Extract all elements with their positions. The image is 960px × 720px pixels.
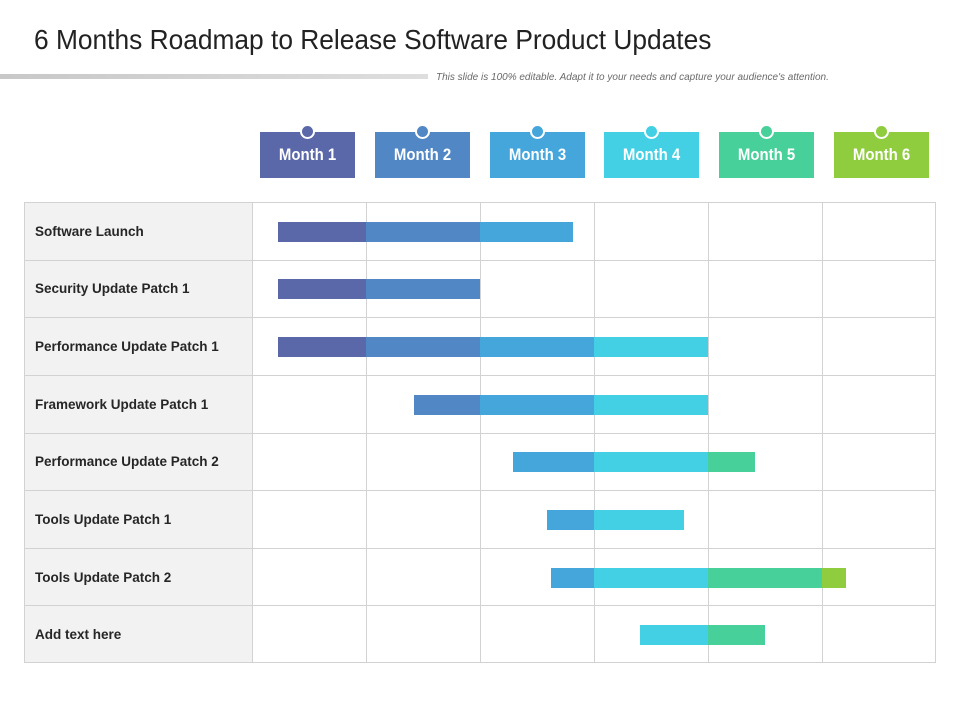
task-label: Software Launch — [35, 224, 144, 239]
timeline-bar-segment — [366, 222, 480, 242]
column-divider — [708, 203, 709, 662]
month-header-label: Month 3 — [508, 145, 566, 164]
month-marker-dot-icon — [300, 124, 315, 139]
month-header-4: Month 4 — [604, 124, 700, 178]
timeline-bar-segment — [708, 568, 822, 588]
column-divider — [822, 203, 823, 662]
timeline-bar-segment — [708, 452, 755, 472]
timeline-bar-segment — [278, 337, 366, 357]
task-label: Performance Update Patch 2 — [35, 454, 219, 469]
timeline-bar-segment — [708, 625, 765, 645]
timeline-bar-segment — [366, 279, 480, 299]
task-label: Tools Update Patch 2 — [35, 570, 172, 585]
timeline-bar-segment — [594, 337, 708, 357]
timeline-bar-segment — [480, 337, 594, 357]
month-header-5: Month 5 — [719, 124, 815, 178]
timeline-bar-segment — [550, 568, 594, 588]
month-header-label: Month 1 — [278, 145, 337, 164]
month-marker-dot-icon — [759, 124, 775, 139]
timeline-bar-segment — [547, 510, 594, 530]
month-marker-dot-icon — [644, 124, 660, 139]
month-header-label: Month 5 — [738, 145, 796, 164]
timeline-bar-segment — [278, 222, 366, 242]
task-label-column — [25, 203, 253, 662]
month-header-1: Month 1 — [260, 124, 355, 178]
timeline-bar-segment — [366, 337, 480, 357]
task-label: Add text here — [35, 627, 122, 642]
month-header-label: Month 2 — [393, 145, 451, 164]
timeline-bar-segment — [639, 625, 708, 645]
month-header-6: Month 6 — [834, 124, 929, 178]
timeline-bar-segment — [513, 452, 594, 472]
month-header-2: Month 2 — [374, 124, 470, 178]
timeline-bar-segment — [413, 395, 480, 415]
month-header-label: Month 6 — [852, 145, 911, 164]
timeline-bar-segment — [594, 452, 708, 472]
timeline-bar-segment — [594, 568, 708, 588]
timeline-bar-segment — [594, 510, 685, 530]
column-divider — [594, 203, 595, 662]
timeline-bar-segment — [480, 222, 574, 242]
month-marker-dot-icon — [414, 124, 430, 139]
month-header-label: Month 4 — [623, 145, 681, 164]
task-label: Performance Update Patch 1 — [35, 339, 219, 354]
roadmap-grid: Software Launch Security Update Patch 1 Pe… — [24, 202, 936, 663]
timeline-bar-segment — [480, 395, 594, 415]
title-underline — [0, 74, 428, 79]
timeline-bar-segment — [278, 279, 366, 299]
slide-title: 6 Months Roadmap to Release Software Pro… — [34, 24, 712, 55]
timeline-bar-segment — [594, 395, 708, 415]
timeline-bar-segment — [822, 568, 846, 588]
task-label: Security Update Patch 1 — [35, 281, 190, 296]
task-label: Framework Update Patch 1 — [35, 397, 209, 412]
column-divider — [366, 203, 367, 662]
slide-subtitle: This slide is 100% editable. Adapt it to… — [436, 72, 829, 83]
task-label: Tools Update Patch 1 — [35, 512, 172, 527]
column-divider — [480, 203, 481, 662]
month-marker-dot-icon — [874, 124, 889, 139]
month-marker-dot-icon — [529, 124, 545, 139]
month-header-3: Month 3 — [489, 124, 585, 178]
